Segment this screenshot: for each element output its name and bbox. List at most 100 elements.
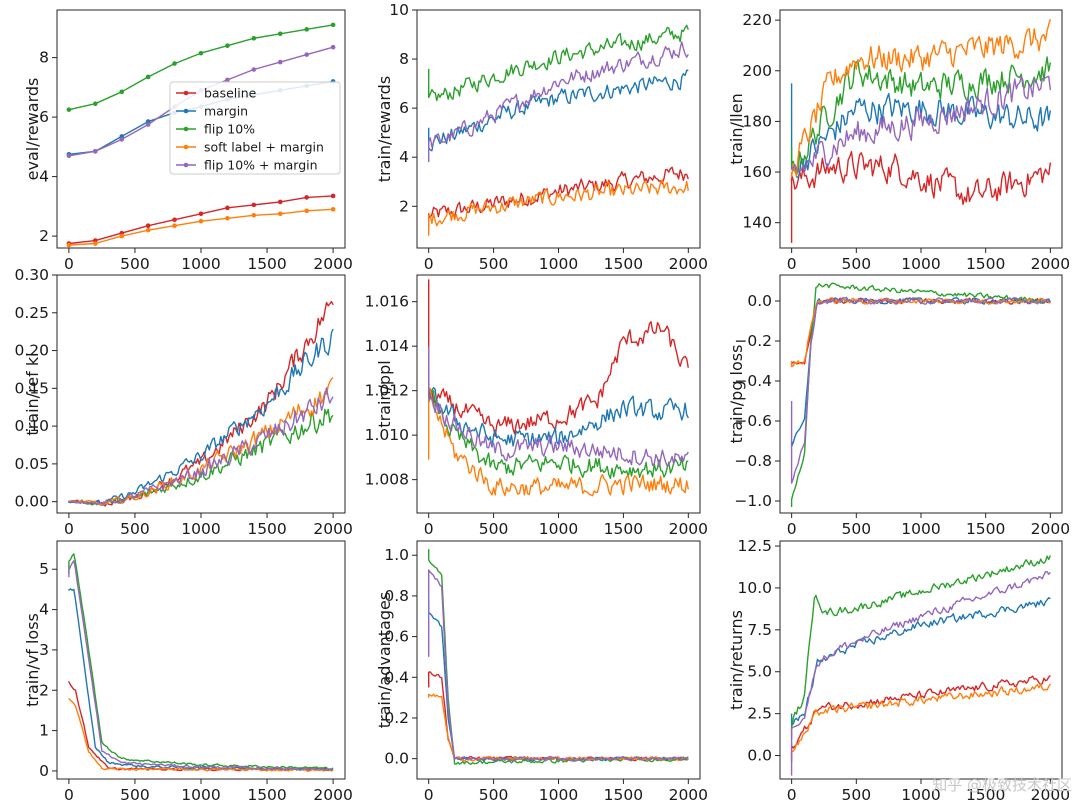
- point-soft: [330, 207, 336, 212]
- x-tick-label: 500: [120, 786, 150, 801]
- x-tick-label: 1500: [247, 520, 286, 538]
- y-tick-label: 2.5: [747, 705, 772, 723]
- legend-marker-margin: [183, 108, 189, 114]
- legend-label-flipmargin: flip 10% + margin: [204, 158, 318, 173]
- point-soft: [225, 215, 230, 221]
- y-tick-label: 4: [39, 601, 49, 619]
- x-tick-label: 0: [424, 255, 434, 273]
- y-tick-label: 12.5: [737, 537, 772, 555]
- plot-frame: [779, 274, 1063, 514]
- series-lines: [428, 279, 689, 497]
- x-tick-label: 2000: [313, 255, 352, 273]
- line-soft: [790, 297, 1051, 368]
- series-lines: [790, 18, 1052, 243]
- line-baseline: [790, 297, 1051, 365]
- line-flipmargin: [790, 296, 1051, 484]
- line-margin: [790, 83, 1052, 179]
- legend: baseline margin flip 10% soft label + margi…: [169, 81, 341, 175]
- x-tick-label: 2000: [313, 786, 352, 801]
- x-tick-label: 1500: [604, 520, 643, 538]
- plot-frame: [779, 9, 1063, 249]
- y-tick-label: 0.15: [14, 379, 49, 397]
- y-axis-label: eval/rewards: [23, 78, 42, 181]
- subplot-train-advantages: 0 500 1000 1500 2000 0.0 0.2 0.4 0.6 0.8 1.0 train/…: [375, 540, 708, 801]
- y-tick-label: 2: [39, 681, 49, 699]
- x-tick-label: 0: [64, 520, 74, 538]
- x-tick-label: 0: [64, 786, 74, 801]
- x-tick-label: 1000: [901, 255, 940, 273]
- y-tick-label: 6: [399, 99, 409, 117]
- subplot-train-vf-loss: 0 500 1000 1500 2000 0 1 2 3 4 5 train/vf loss: [23, 540, 353, 801]
- y-tick-label: 220: [742, 11, 772, 29]
- y-tick-label: 1.014: [365, 337, 409, 355]
- point-flip: [172, 61, 177, 66]
- watermark-text: 知乎 @极致技术社区: [932, 776, 1072, 794]
- line-margin: [428, 69, 689, 152]
- x-tick-label: 500: [479, 255, 509, 273]
- y-tick-label: 1.010: [365, 426, 409, 444]
- series-lines: [428, 24, 689, 236]
- line-soft: [428, 179, 689, 236]
- x-tick-label: 2000: [313, 520, 352, 538]
- point-soft: [251, 212, 257, 218]
- x-tick-label: 0: [787, 255, 797, 273]
- y-tick-label: 180: [742, 112, 772, 130]
- y-tick-label: 1: [39, 722, 49, 740]
- point-flipmargin: [225, 77, 230, 83]
- subplot-train-rewards: 0 500 1000 1500 2000 2 4 6 8 10 train/rewards: [375, 1, 708, 273]
- x-tick-label: 500: [479, 520, 509, 538]
- y-axis-label: train/pg loss: [727, 345, 746, 444]
- line-flipmargin: [428, 346, 689, 467]
- line-flipmargin: [790, 75, 1052, 173]
- x-tick-label: 1500: [966, 786, 1005, 801]
- point-soft: [304, 208, 309, 214]
- line-baseline: [68, 681, 334, 772]
- x-tick-label: 0: [424, 520, 434, 538]
- y-axis-label: train/advantages: [375, 592, 394, 728]
- y-tick-label: −0.8: [734, 452, 772, 470]
- subplot-eval-rewards: 0 500 1000 1500 2000 2 4 6 8 eval/rewards baseline…: [23, 9, 353, 273]
- point-baseline: [172, 217, 177, 223]
- line-soft: [790, 18, 1052, 178]
- y-tick-label: 1.012: [365, 382, 409, 400]
- line-baseline: [790, 150, 1052, 243]
- point-flipmargin: [277, 59, 283, 65]
- series-lines: [428, 549, 689, 765]
- point-soft: [172, 223, 177, 228]
- legend-marker-soft: [183, 144, 189, 150]
- y-tick-label: −0.6: [734, 412, 772, 430]
- y-tick-label: 0.8: [384, 587, 409, 605]
- x-tick-label: 500: [842, 786, 872, 801]
- point-soft: [198, 218, 204, 224]
- point-baseline: [198, 211, 204, 217]
- line-flip: [428, 387, 689, 480]
- x-tick-label: 1000: [539, 520, 578, 538]
- point-soft: [277, 211, 283, 217]
- point-baseline: [145, 223, 151, 228]
- point-flipmargin: [66, 153, 72, 159]
- line-flip: [428, 24, 689, 102]
- point-flipmargin: [251, 67, 257, 72]
- y-tick-label: 4: [39, 168, 49, 186]
- legend-label-soft: soft label + margin: [204, 140, 324, 155]
- y-tick-label: 8: [39, 49, 49, 67]
- line-baseline: [68, 300, 334, 507]
- line-soft: [790, 683, 1052, 756]
- subplot-train-ppl: 0 500 1000 1500 2000 1.008 1.010 1.012 1.014 1.01…: [365, 274, 708, 538]
- x-tick-label: 500: [120, 255, 150, 273]
- y-tick-label: 8: [399, 50, 409, 68]
- y-axis-label: train/rewards: [375, 76, 394, 182]
- point-flip: [330, 22, 336, 28]
- y-tick-label: 6: [39, 108, 49, 126]
- x-tick-label: 1000: [181, 786, 220, 801]
- y-tick-label: 0.6: [384, 628, 409, 646]
- point-flip: [198, 50, 204, 56]
- legend-label-baseline: baseline: [204, 86, 257, 101]
- point-baseline: [251, 202, 257, 208]
- line-baseline: [428, 671, 689, 762]
- point-baseline: [277, 199, 283, 205]
- y-tick-label: 3: [39, 641, 49, 659]
- subplot-train-llen: 0 500 1000 1500 2000 140 160 180 200 220 train/lle…: [727, 9, 1070, 273]
- point-baseline: [330, 193, 336, 199]
